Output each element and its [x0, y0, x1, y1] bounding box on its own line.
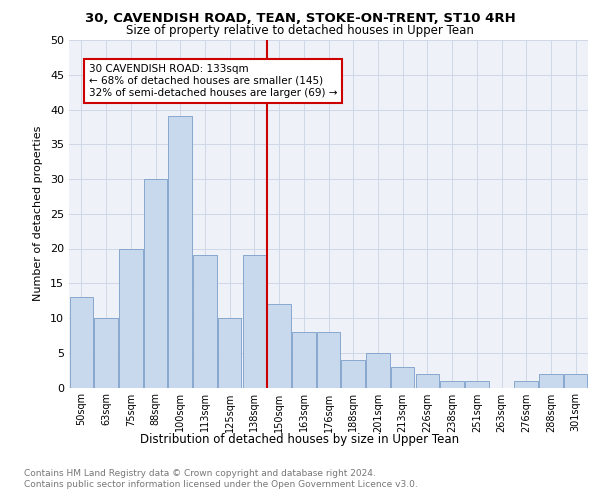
- Bar: [391, 366, 415, 388]
- Bar: [119, 248, 143, 388]
- Bar: [169, 116, 192, 388]
- Bar: [218, 318, 241, 388]
- Bar: [292, 332, 316, 388]
- Bar: [94, 318, 118, 388]
- Bar: [514, 380, 538, 388]
- Text: 30 CAVENDISH ROAD: 133sqm
← 68% of detached houses are smaller (145)
32% of semi: 30 CAVENDISH ROAD: 133sqm ← 68% of detac…: [89, 64, 337, 98]
- Bar: [416, 374, 439, 388]
- Bar: [465, 380, 488, 388]
- Bar: [193, 256, 217, 388]
- Bar: [366, 353, 389, 388]
- Bar: [268, 304, 291, 388]
- Bar: [440, 380, 464, 388]
- Bar: [242, 256, 266, 388]
- Bar: [317, 332, 340, 388]
- Y-axis label: Number of detached properties: Number of detached properties: [33, 126, 43, 302]
- Bar: [144, 179, 167, 388]
- Text: Contains public sector information licensed under the Open Government Licence v3: Contains public sector information licen…: [24, 480, 418, 489]
- Text: 30, CAVENDISH ROAD, TEAN, STOKE-ON-TRENT, ST10 4RH: 30, CAVENDISH ROAD, TEAN, STOKE-ON-TRENT…: [85, 12, 515, 26]
- Text: Distribution of detached houses by size in Upper Tean: Distribution of detached houses by size …: [140, 432, 460, 446]
- Bar: [564, 374, 587, 388]
- Bar: [539, 374, 563, 388]
- Text: Size of property relative to detached houses in Upper Tean: Size of property relative to detached ho…: [126, 24, 474, 37]
- Bar: [70, 297, 93, 388]
- Bar: [341, 360, 365, 388]
- Text: Contains HM Land Registry data © Crown copyright and database right 2024.: Contains HM Land Registry data © Crown c…: [24, 469, 376, 478]
